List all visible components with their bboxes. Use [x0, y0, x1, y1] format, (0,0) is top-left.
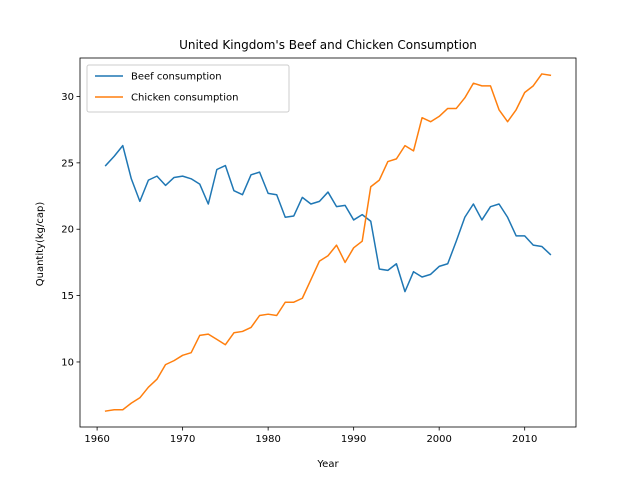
y-tick-label: 25	[61, 158, 74, 169]
x-tick-label: 1990	[341, 434, 366, 445]
beef-consumption-legend-label: Beef consumption	[131, 72, 222, 83]
y-tick-label: 15	[61, 291, 74, 302]
x-tick-label: 1970	[170, 434, 195, 445]
chicken-consumption-line	[104, 73, 552, 412]
x-tick-label: 2010	[512, 434, 537, 445]
x-tick-label: 2000	[426, 434, 451, 445]
x-tick-label: 1980	[255, 434, 280, 445]
y-tick-label: 30	[61, 92, 74, 103]
y-axis-label: Quantity(kg/cap)	[35, 202, 46, 287]
legend-box	[86, 64, 290, 113]
legend: Beef consumption Chicken consumption	[86, 64, 290, 113]
chicken-consumption-legend-label: Chicken consumption	[131, 93, 238, 104]
y-tick-label: 10	[61, 357, 74, 368]
chart-title: United Kingdom's Beef and Chicken Consum…	[179, 38, 477, 52]
beef-consumption-line	[104, 144, 552, 293]
y-tick-label: 20	[61, 225, 74, 236]
x-axis-label: Year	[316, 459, 339, 470]
x-tick-label: 1960	[84, 434, 109, 445]
axes-frame	[79, 57, 577, 428]
